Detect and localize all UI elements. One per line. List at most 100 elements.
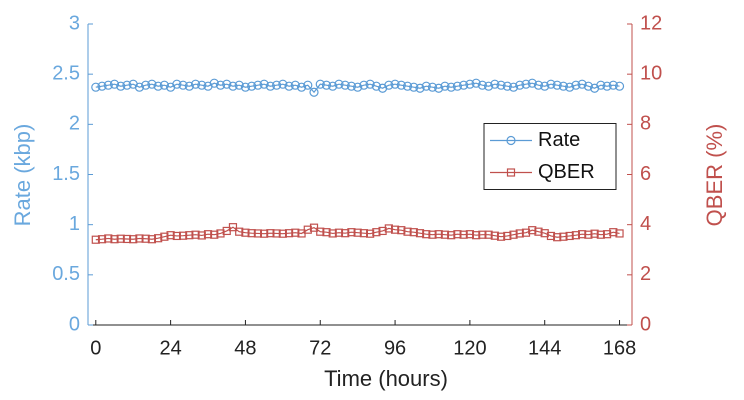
marker [290, 80, 300, 90]
y2-tick-label: 6 [640, 163, 651, 185]
marker [590, 229, 599, 238]
marker [116, 81, 126, 91]
marker [247, 229, 256, 238]
series-line [95, 226, 620, 241]
marker [116, 234, 125, 243]
marker [533, 80, 544, 90]
marker [577, 79, 587, 89]
marker [496, 80, 506, 90]
marker [540, 229, 549, 238]
marker [278, 79, 288, 89]
marker [477, 80, 487, 90]
marker [159, 80, 169, 90]
marker [110, 235, 119, 244]
marker [390, 225, 400, 234]
marker [484, 230, 493, 239]
marker [197, 231, 206, 240]
y2-tick-label: 12 [640, 12, 662, 34]
y-tick-label: 0 [69, 313, 80, 335]
marker [147, 235, 157, 244]
marker [296, 82, 307, 92]
marker [452, 81, 463, 91]
marker [266, 229, 275, 238]
marker [291, 228, 300, 237]
marker [459, 230, 468, 239]
marker [278, 229, 287, 238]
marker [215, 80, 226, 90]
marker [415, 83, 425, 93]
marker [602, 81, 612, 91]
marker [154, 234, 163, 243]
marker [422, 230, 431, 239]
marker [234, 80, 244, 90]
marker [321, 80, 332, 90]
marker [141, 80, 151, 90]
marker [615, 229, 624, 238]
marker [372, 228, 381, 237]
marker [496, 232, 506, 241]
marker [402, 81, 413, 91]
legend-box [483, 123, 617, 190]
marker [178, 231, 188, 240]
marker [147, 79, 157, 89]
marker [347, 228, 356, 237]
marker [359, 80, 369, 90]
y-tick-label: 1.5 [52, 163, 80, 185]
marker [553, 233, 562, 242]
marker [384, 80, 394, 90]
marker [235, 227, 244, 236]
marker [503, 231, 512, 241]
y2-tick-label: 2 [640, 263, 651, 285]
marker [91, 82, 101, 92]
y-tick-label: 3 [69, 12, 80, 34]
series-line [95, 82, 620, 94]
marker [478, 230, 487, 239]
y-axis-label: Rate (kbp) [10, 124, 35, 227]
marker [260, 229, 269, 238]
marker [241, 228, 250, 237]
y2-tick-label: 10 [640, 62, 662, 84]
marker [490, 79, 500, 89]
legend-label: Rate [538, 129, 580, 151]
marker [527, 78, 537, 88]
marker [353, 82, 363, 92]
marker [253, 229, 263, 238]
marker [459, 80, 469, 90]
marker [465, 79, 475, 89]
y2-tick-label: 8 [640, 113, 651, 135]
marker [540, 81, 550, 91]
legend-marker [506, 168, 516, 177]
marker [122, 234, 132, 244]
marker [228, 223, 238, 232]
marker [247, 81, 257, 91]
marker [303, 80, 313, 90]
marker [253, 80, 263, 90]
x-tick-label: 96 [384, 337, 406, 359]
marker [453, 230, 462, 239]
marker [341, 229, 350, 238]
x-tick-label: 168 [603, 337, 636, 359]
marker [515, 229, 524, 238]
marker [565, 231, 574, 241]
marker [471, 78, 481, 88]
marker [104, 234, 113, 243]
marker [334, 228, 344, 237]
x-tick-label: 48 [234, 337, 256, 359]
marker [359, 229, 368, 238]
marker [534, 227, 543, 236]
marker [166, 231, 175, 240]
marker [109, 79, 120, 89]
marker [409, 82, 419, 92]
marker [390, 79, 400, 89]
legend-marker [506, 135, 516, 146]
marker [440, 230, 450, 239]
marker [328, 81, 338, 91]
marker [509, 230, 518, 239]
marker [428, 230, 437, 239]
x-tick-label: 120 [453, 337, 486, 359]
marker [378, 226, 387, 236]
x-tick-label: 24 [159, 337, 181, 359]
x-tick-label: 72 [309, 337, 331, 359]
marker [521, 79, 531, 89]
